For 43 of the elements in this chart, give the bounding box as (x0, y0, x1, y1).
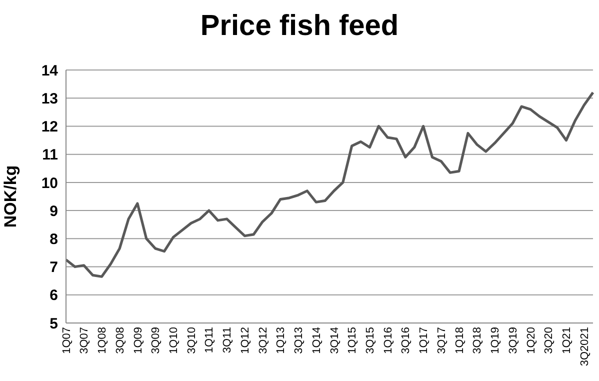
y-tick-label: 12 (41, 118, 58, 136)
y-tick-label: 11 (42, 146, 58, 164)
x-tick-label: 3Q12 (257, 327, 270, 354)
x-tick-label: 3Q09 (150, 327, 162, 354)
y-tick-label: 14 (41, 62, 59, 80)
x-tick-label: 1Q21 (561, 327, 574, 354)
x-tick-label: 1Q09 (132, 327, 144, 354)
y-tick-label: 9 (50, 202, 58, 220)
x-tick-label: 3Q14 (328, 327, 341, 354)
x-tick-label: 3Q15 (364, 327, 377, 354)
y-tick-label: 10 (41, 174, 58, 192)
x-tick-label: 1Q20 (525, 327, 538, 354)
x-tick-label: 1Q11 (204, 327, 216, 354)
x-tick-label: 3Q16 (400, 327, 412, 354)
x-tick-label: 1Q17 (418, 327, 430, 354)
y-axis-title: NOK/kg (1, 165, 20, 228)
y-tick-label: 5 (50, 315, 58, 332)
x-tick-label: 3Q13 (293, 327, 306, 354)
x-tick-label: 1Q19 (490, 327, 502, 354)
x-tick-label: 3Q10 (186, 327, 198, 354)
line-series (64, 91, 594, 278)
x-tick-label: 1Q12 (239, 327, 252, 354)
x-tick-label: 3Q11 (222, 327, 234, 354)
x-tick-label: 3Q18 (472, 327, 484, 354)
x-tick-label: 1Q13 (275, 327, 288, 354)
y-tick-label: 13 (41, 90, 58, 108)
x-tick-label: 3Q17 (436, 327, 448, 354)
x-tick-label: 3Q19 (507, 327, 520, 354)
x-tick-label: 1Q15 (346, 327, 359, 354)
x-tick-label: 1Q14 (310, 327, 323, 354)
x-tick-label: 3Q08 (114, 327, 126, 354)
x-tick-label: 1Q18 (454, 327, 466, 354)
y-tick-label: 6 (50, 287, 58, 304)
x-tick-label: 3Q07 (78, 327, 91, 354)
x-tick-label: 3Q20 (543, 327, 556, 354)
y-tick-label: 8 (50, 230, 58, 248)
chart-title: Price fish feed (199, 10, 400, 43)
x-tick-label: 1Q10 (168, 327, 180, 354)
x-tick-label: 1Q08 (96, 327, 109, 354)
y-tick-label: 7 (50, 259, 58, 276)
x-tick-label: 3Q2021 (578, 327, 591, 366)
x-tick-label: 1Q16 (382, 327, 394, 354)
x-tick-label: 1Q07 (60, 327, 73, 354)
